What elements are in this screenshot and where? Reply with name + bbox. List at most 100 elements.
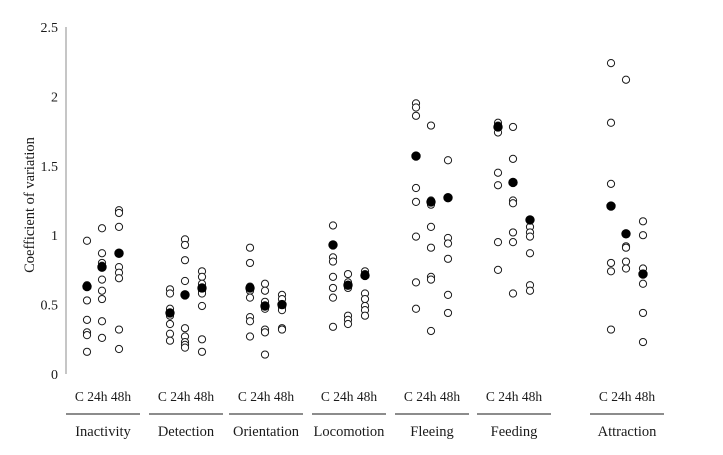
mean-point (360, 270, 370, 281)
group-label: Feeding (491, 424, 538, 440)
individual-point (443, 254, 453, 263)
individual-point (508, 238, 518, 247)
individual-point (260, 350, 270, 359)
mean-point (260, 301, 270, 311)
individual-point (343, 269, 353, 279)
data-points (82, 58, 648, 359)
y-tick-label: 2 (51, 90, 58, 105)
individual-point (245, 243, 255, 252)
individual-point (343, 319, 353, 329)
individual-point (411, 103, 421, 112)
individual-point (411, 183, 421, 193)
individual-point (443, 239, 453, 248)
individual-point (97, 224, 107, 233)
y-axis-title: Coefficient of variation (22, 136, 38, 273)
individual-point (411, 197, 421, 206)
individual-point (508, 199, 518, 208)
individual-point (360, 311, 370, 320)
individual-point (245, 293, 255, 302)
group-label: Inactivity (75, 424, 131, 440)
individual-point (97, 249, 107, 258)
individual-point (82, 331, 92, 340)
group-label: Locomotion (314, 424, 386, 440)
individual-point (525, 232, 535, 241)
individual-point (508, 289, 518, 298)
group-label: Orientation (233, 424, 300, 440)
condition-labels: C 24h 48h (486, 389, 543, 404)
mean-point (114, 248, 124, 258)
individual-point (97, 275, 107, 284)
mean-point (197, 283, 207, 293)
y-tick-label: 1.5 (41, 160, 59, 175)
mean-point (82, 281, 92, 292)
individual-point (638, 337, 648, 347)
individual-point (180, 343, 190, 352)
individual-point (97, 286, 107, 295)
x-axis-labels: C 24h 48h Inactivity C 24h 48h Detection C 2… (66, 389, 664, 440)
y-tick-labels: 0 0.5 1 1.5 2 2.5 (41, 21, 59, 383)
individual-point (82, 236, 92, 245)
individual-point (328, 257, 338, 266)
y-tick-label: 0 (51, 368, 58, 383)
individual-point (180, 256, 190, 265)
individual-point (508, 154, 518, 163)
group-label: Fleeing (410, 424, 454, 440)
individual-point (97, 294, 107, 304)
individual-point (606, 267, 616, 276)
individual-point (277, 325, 287, 334)
individual-point (426, 275, 436, 284)
individual-point (114, 222, 124, 231)
individual-point (606, 325, 616, 334)
mean-point (165, 308, 175, 318)
individual-point (638, 231, 648, 240)
mean-point (493, 122, 503, 132)
individual-point (621, 75, 631, 84)
individual-point (621, 264, 631, 273)
mean-point (426, 197, 436, 207)
individual-point (606, 258, 616, 268)
individual-point (525, 249, 535, 258)
individual-point (165, 336, 175, 345)
individual-point (328, 221, 338, 230)
individual-point (621, 257, 631, 266)
individual-point (638, 217, 648, 226)
individual-point (197, 301, 207, 311)
individual-point (328, 272, 338, 281)
mean-point (277, 299, 287, 310)
individual-point (197, 335, 207, 344)
individual-point (82, 296, 92, 305)
individual-point (245, 317, 255, 326)
individual-point (82, 347, 92, 356)
mean-point (343, 280, 353, 290)
condition-labels: C 24h 48h (75, 389, 132, 404)
individual-point (426, 326, 436, 336)
individual-point (638, 308, 648, 318)
mean-point (606, 201, 616, 211)
mean-point (180, 290, 190, 300)
individual-point (508, 122, 518, 132)
individual-point (97, 333, 107, 343)
individual-point (245, 332, 255, 341)
individual-point (638, 279, 648, 288)
individual-point (606, 58, 616, 68)
individual-point (411, 111, 421, 120)
individual-point (97, 317, 107, 326)
individual-point (114, 344, 124, 354)
mean-point (443, 193, 453, 203)
individual-point (114, 208, 124, 218)
group-label: Detection (158, 424, 215, 440)
y-tick-label: 2.5 (41, 21, 59, 36)
condition-labels: C 24h 48h (238, 389, 295, 404)
individual-point (411, 232, 421, 241)
individual-point (328, 322, 338, 331)
condition-labels: C 24h 48h (404, 389, 461, 404)
individual-point (493, 181, 503, 190)
mean-point (97, 262, 107, 272)
individual-point (180, 324, 190, 333)
individual-point (165, 329, 175, 338)
individual-point (411, 278, 421, 287)
individual-point (260, 279, 270, 288)
individual-point (493, 265, 503, 274)
mean-point (621, 229, 631, 239)
